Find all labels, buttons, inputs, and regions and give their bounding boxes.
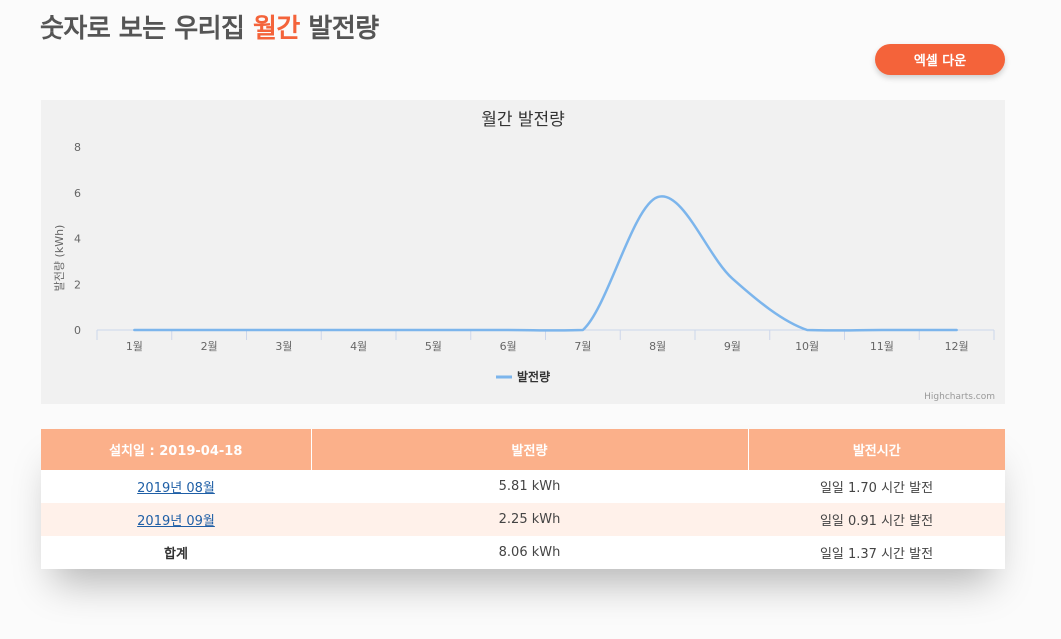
x-tick-label: 12월: [945, 340, 969, 353]
hours-cell: 일일 1.70 시간 발전: [748, 470, 1005, 503]
title-suffix: 발전량: [299, 14, 379, 44]
y-tick-label: 8: [74, 141, 81, 154]
period-link[interactable]: 2019년 08월: [137, 481, 215, 496]
energy-cell: 2.25 kWh: [311, 503, 748, 536]
y-tick-label: 0: [74, 324, 81, 337]
total-energy-cell: 8.06 kWh: [311, 536, 748, 569]
y-tick-label: 4: [74, 233, 81, 246]
legend-label[interactable]: 발전량: [517, 369, 550, 384]
y-tick-label: 2: [74, 278, 81, 291]
table-row: 2019년 09월 2.25 kWh 일일 0.91 시간 발전: [41, 503, 1005, 536]
x-tick-label: 8월: [649, 340, 666, 353]
x-tick-label: 3월: [275, 340, 292, 353]
x-tick-label: 4월: [350, 340, 367, 353]
x-tick-label: 11월: [870, 340, 894, 353]
page-title: 숫자로 보는 우리집 월간 발전량: [40, 8, 379, 45]
period-cell: 2019년 09월: [41, 503, 311, 536]
title-prefix: 숫자로 보는 우리집: [40, 14, 254, 44]
table-total-row: 합계 8.06 kWh 일일 1.37 시간 발전: [41, 536, 1005, 569]
generation-table: 설치일 : 2019-04-18 발전량 발전시간 2019년 08월 5.81…: [41, 429, 1005, 569]
chart-title: 월간 발전량: [481, 110, 565, 130]
x-tick-label: 5월: [425, 340, 442, 353]
table-row: 2019년 08월 5.81 kWh 일일 1.70 시간 발전: [41, 470, 1005, 503]
period-cell: 2019년 08월: [41, 470, 311, 503]
chart-svg: 월간 발전량 0 2 4 6 8 1월 2월 3월 4월 5월 6월 7월 8월 9월 10월 11월 12월…: [53, 110, 995, 402]
x-tick-label: 9월: [724, 340, 741, 353]
table-header-row: 설치일 : 2019-04-18 발전량 발전시간: [41, 429, 1005, 470]
generation-table-wrap: 설치일 : 2019-04-18 발전량 발전시간 2019년 08월 5.81…: [41, 429, 1005, 569]
x-tick-label: 7월: [574, 340, 591, 353]
title-accent: 월간: [253, 14, 300, 44]
y-tick-label: 6: [74, 187, 81, 200]
total-label-cell: 합계: [41, 536, 311, 569]
install-date-header: 설치일 : 2019-04-18: [41, 429, 312, 470]
chart-credits[interactable]: Highcharts.com: [924, 392, 995, 402]
hours-header: 발전시간: [748, 429, 1005, 470]
x-tick-label: 6월: [500, 340, 517, 353]
monthly-generation-chart: 월간 발전량 0 2 4 6 8 1월 2월 3월 4월 5월 6월 7월 8월 9월 10월 11월 12월…: [41, 100, 1005, 404]
series-line: [133, 195, 958, 332]
total-hours-cell: 일일 1.37 시간 발전: [748, 536, 1005, 569]
y-axis-label: 발전량 (kWh): [53, 225, 66, 292]
excel-download-button[interactable]: 엑셀 다운: [875, 44, 1005, 75]
x-tick-label: 2월: [201, 340, 218, 353]
x-tick-label: 1월: [126, 340, 143, 353]
energy-cell: 5.81 kWh: [311, 470, 748, 503]
energy-header: 발전량: [311, 429, 749, 470]
hours-cell: 일일 0.91 시간 발전: [748, 503, 1005, 536]
x-tick-label: 10월: [795, 340, 819, 353]
period-link[interactable]: 2019년 09월: [137, 514, 215, 529]
